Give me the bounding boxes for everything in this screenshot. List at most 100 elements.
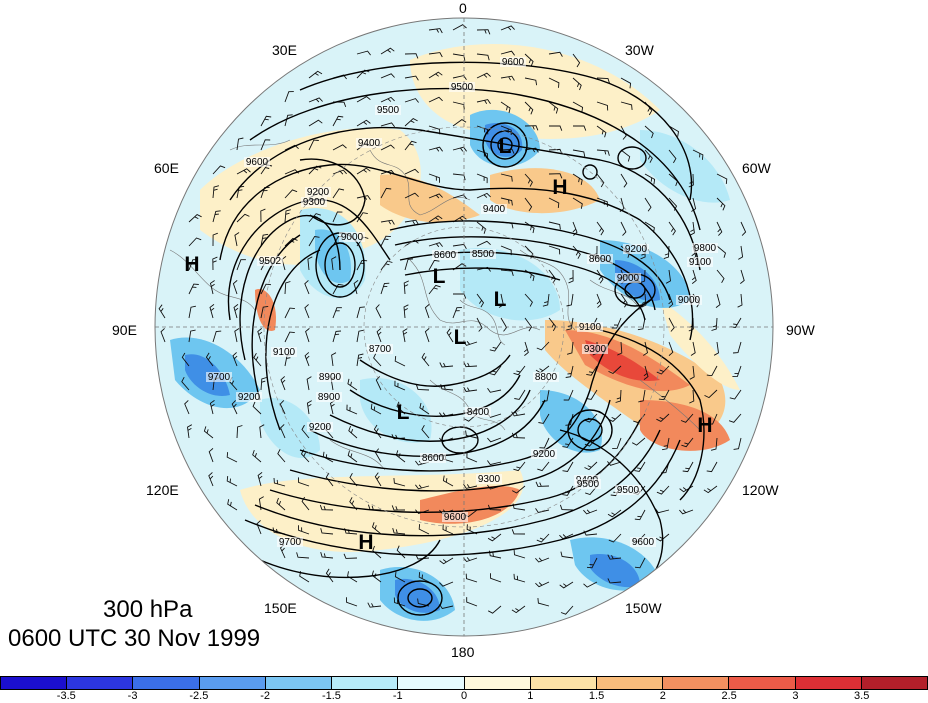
wind-barb [706,365,718,377]
wind-barb [187,424,193,439]
wind-barb [403,280,409,295]
wind-barb [396,545,406,559]
colorbar-segment [199,677,266,689]
wind-barb [641,293,647,308]
colorbar-segment [795,677,862,689]
wind-barb [689,221,695,236]
wind-barb [236,213,250,223]
contour-label: 9200 [625,244,648,255]
wind-barb [404,258,414,271]
wind-barb [716,245,727,258]
wind-barb [572,149,586,157]
wind-barb [226,452,238,463]
contour-label-bg [533,372,559,382]
wind-barb [511,432,526,439]
wind-barb [370,403,382,415]
wind-barb [617,341,623,356]
wind-barb [500,75,515,81]
wind-barb [208,448,214,463]
wind-barb [572,197,583,209]
wind-barb [428,146,443,152]
wind-barb [320,551,334,559]
wind-barb [644,197,652,212]
contour-label: 8600 [589,254,612,265]
wind-barb [716,269,725,284]
contour-label: 8800 [535,372,558,383]
wind-barb [280,376,286,391]
colorbar-tick-label: 1 [527,690,534,702]
wind-barb [259,424,265,439]
wind-barb [415,509,430,515]
contour-label: 9100 [579,322,602,333]
wind-barb [380,187,392,199]
wind-barb [209,280,215,295]
wind-barb [476,53,490,61]
wind-barb [375,304,382,319]
contour-label: 8900 [318,392,341,403]
wind-barb [260,283,272,295]
wind-barb [583,509,598,515]
contour-label: 9500 [617,485,640,496]
wind-barb [308,119,323,127]
wind-barb [402,328,408,343]
colorbar-segment [596,677,664,689]
wind-barb [620,77,632,89]
anomaly-region [640,130,730,203]
wind-barb [463,362,478,368]
wind-barb [188,237,202,247]
wind-barb [212,330,222,343]
wind-barb [716,173,728,184]
wind-barb [611,317,622,329]
anomaly-region [660,300,740,390]
contour-label: 9200 [309,422,332,433]
wind-barb [308,70,323,79]
wind-barb [476,221,487,234]
wind-barb [716,221,723,236]
lon-label-180: 180 [451,644,475,660]
wind-barb [728,413,742,423]
wind-barb [205,352,214,367]
contour-label-bg [481,204,507,214]
wind-barb [279,400,286,415]
wind-barb [188,329,196,343]
wind-barb [476,293,485,308]
colorbar-tick-label: -3.5 [56,690,76,702]
wind-barb [560,605,574,615]
contour-label-bg [244,157,270,167]
contour-label: 9700 [208,372,231,383]
contour-label-bg [301,197,327,207]
wind-barb [320,528,334,535]
wind-barb [692,149,704,160]
wind-barb [375,376,382,391]
wind-barb [500,25,515,31]
wind-barb [476,29,491,35]
wind-barb [284,189,298,199]
wind-barb [439,557,454,565]
lon-label-60w: 60W [742,160,771,176]
wind-barb [452,194,467,200]
anomaly-region [460,248,560,321]
wind-barb [284,114,293,127]
contour-label-bg [305,187,331,197]
wind-barb [181,352,190,367]
lon-label-150e: 150E [264,600,297,616]
colorbar-segment [265,677,333,689]
contour-label-bg [449,82,475,92]
wind-barb [634,461,646,472]
wind-barb [188,214,202,223]
wind-barb [404,219,419,225]
wind-barb [452,24,467,31]
wind-barb [668,149,677,164]
contour-label: 9600 [246,157,269,168]
wind-barb [260,208,266,223]
wind-barb [535,481,550,487]
wind-barb [208,472,214,487]
wind-barb [332,169,347,175]
contour-label-bg [257,256,283,266]
wind-barb [656,413,670,422]
wind-barb [428,173,440,183]
wind-barb [391,505,406,511]
contour-label: 9800 [694,243,717,254]
wind-barb [523,341,529,356]
wind-barb [212,256,218,271]
